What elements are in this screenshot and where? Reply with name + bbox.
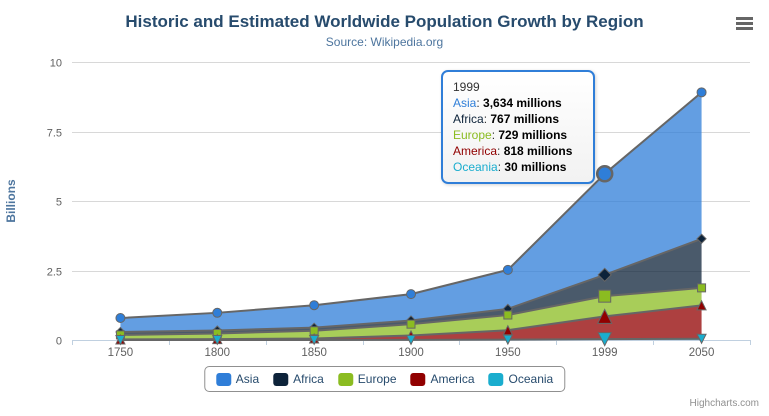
legend-swatch-america xyxy=(410,372,426,386)
marker-europe-2050[interactable] xyxy=(697,283,707,293)
chart-subtitle: Source: Wikipedia.org xyxy=(325,35,444,49)
marker-europe-1900[interactable] xyxy=(406,319,416,329)
tooltip-series-value: 767 millions xyxy=(490,112,560,126)
legend-item-europe[interactable]: Europe xyxy=(337,372,397,386)
marker-oceania-1999[interactable] xyxy=(597,332,613,347)
area-america[interactable] xyxy=(120,305,702,340)
tooltip-series-label: Africa xyxy=(453,112,484,126)
y-axis-label: 2.5 xyxy=(47,267,62,279)
marker-oceania-1950[interactable] xyxy=(502,334,514,346)
legend-label: America xyxy=(430,372,475,386)
marker-africa-1999[interactable] xyxy=(597,267,612,283)
marker-oceania-1850[interactable] xyxy=(308,334,320,346)
y-axis-label: 7.5 xyxy=(47,128,62,140)
tooltip-series-label: Europe xyxy=(453,128,492,142)
marker-europe-1999[interactable] xyxy=(598,289,612,303)
x-axis-label: 1950 xyxy=(495,347,521,359)
legend-swatch-asia xyxy=(215,372,231,386)
tooltip-row-africa: Africa: 767 millions xyxy=(453,112,560,126)
marker-oceania-1900[interactable] xyxy=(405,334,417,346)
hamburger-icon xyxy=(736,17,753,20)
area-africa[interactable] xyxy=(120,238,702,335)
tooltip-row-asia: Asia: 3,634 millions xyxy=(453,96,562,110)
marker-asia-1850[interactable] xyxy=(309,300,320,311)
tooltip-series-value: 30 millions xyxy=(504,160,567,174)
x-axis-label: 1800 xyxy=(204,347,230,359)
marker-asia-1950[interactable] xyxy=(502,264,513,275)
tooltip-series-label: America xyxy=(453,144,498,158)
legend-label: Africa xyxy=(293,372,324,386)
tooltip-series-label: Oceania xyxy=(453,160,498,174)
tooltip-series-value: 818 millions xyxy=(503,144,573,158)
legend-swatch-oceania xyxy=(488,372,504,386)
x-axis-label: 1850 xyxy=(301,347,327,359)
legend-swatch-europe xyxy=(337,372,353,386)
x-axis-label: 1900 xyxy=(398,347,424,359)
legend-item-africa[interactable]: Africa xyxy=(273,372,324,386)
x-axis-label: 1999 xyxy=(592,347,618,359)
tooltip-series-value: 729 millions xyxy=(498,128,568,142)
series-europe xyxy=(115,283,707,340)
export-menu-button[interactable] xyxy=(736,17,753,32)
legend-label: Asia xyxy=(235,372,260,386)
marker-oceania-2050[interactable] xyxy=(696,333,707,345)
y-axis-title: Billions xyxy=(4,179,18,223)
marker-asia-1999[interactable] xyxy=(595,165,614,183)
tooltip-series-label: Asia xyxy=(453,96,477,110)
legend-label: Europe xyxy=(357,372,397,386)
marker-oceania-1800[interactable] xyxy=(211,334,223,346)
tooltip: 1999 Asia: 3,634 millions Africa: 767 mil… xyxy=(441,70,595,184)
tooltip-series-value: 3,634 millions xyxy=(483,96,562,110)
highcharts-credit[interactable]: Highcharts.com xyxy=(689,398,759,409)
marker-america-2050[interactable] xyxy=(696,299,707,311)
legend-item-oceania[interactable]: Oceania xyxy=(488,372,554,386)
x-axis-label: 1750 xyxy=(108,347,134,359)
tooltip-header: 1999 xyxy=(453,80,480,94)
area-asia[interactable] xyxy=(120,92,702,332)
legend-item-asia[interactable]: Asia xyxy=(215,372,260,386)
marker-oceania-1750[interactable] xyxy=(115,334,126,346)
series-oceania xyxy=(115,332,707,347)
series-asia xyxy=(115,87,707,332)
marker-america-1999[interactable] xyxy=(596,308,613,324)
marker-asia-1900[interactable] xyxy=(406,289,416,300)
y-axis-label: 10 xyxy=(50,58,62,70)
tooltip-row-america: America: 818 millions xyxy=(453,144,573,158)
x-axis-label: 2050 xyxy=(689,347,715,359)
marker-asia-2050[interactable] xyxy=(696,87,707,98)
legend-swatch-africa xyxy=(273,372,289,386)
legend-item-america[interactable]: America xyxy=(410,372,475,386)
marker-asia-1800[interactable] xyxy=(212,307,223,318)
marker-africa-2050[interactable] xyxy=(696,233,707,244)
legend-label: Oceania xyxy=(508,372,554,386)
marker-asia-1750[interactable] xyxy=(115,313,126,324)
tooltip-row-europe: Europe: 729 millions xyxy=(453,128,568,142)
chart-title: Historic and Estimated Worldwide Populat… xyxy=(125,12,644,31)
marker-europe-1950[interactable] xyxy=(503,310,513,320)
y-axis-label: 0 xyxy=(56,336,62,348)
legend: Asia Africa Europe America Oceania xyxy=(203,366,566,392)
y-axis-label: 5 xyxy=(56,197,62,209)
tooltip-row-oceania: Oceania: 30 millions xyxy=(453,160,567,174)
